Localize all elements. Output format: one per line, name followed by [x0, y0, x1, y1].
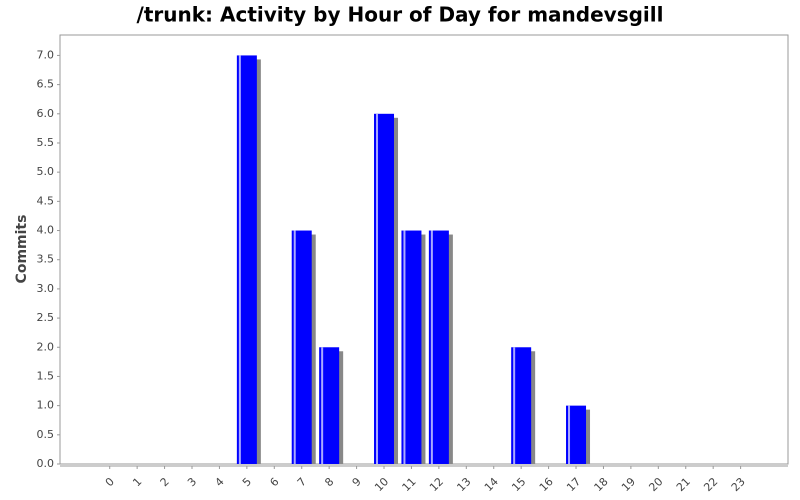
x-tick-label: 16: [537, 475, 556, 494]
y-tick-label: 4.0: [37, 224, 55, 237]
y-tick-label: 1.0: [37, 399, 55, 412]
x-tick-label: 22: [701, 475, 720, 494]
bar-highlight: [430, 230, 433, 464]
x-tick-label: 15: [509, 475, 528, 494]
bar-highlight: [321, 347, 324, 464]
bar-highlight: [403, 230, 406, 464]
bar: [374, 113, 395, 464]
x-tick-label: 7: [295, 475, 309, 489]
y-tick-label: 2.0: [37, 340, 55, 353]
y-tick-label: 3.5: [37, 253, 55, 266]
x-tick-label: 14: [482, 475, 501, 494]
x-tick-label: 12: [427, 475, 446, 494]
x-tick-label: 4: [213, 475, 227, 489]
y-tick-label: 2.5: [37, 311, 55, 324]
bar-highlight: [293, 230, 296, 464]
x-tick-label: 17: [564, 475, 583, 494]
y-tick-label: 5.0: [37, 165, 55, 178]
x-tick-label: 20: [646, 475, 665, 494]
x-tick-label: 18: [592, 475, 611, 494]
y-axis-label: Commits: [14, 215, 30, 284]
bar: [566, 405, 587, 464]
bar-highlight: [568, 405, 571, 464]
x-tick-label: 6: [267, 475, 281, 489]
y-tick-label: 3.0: [37, 282, 55, 295]
bar: [319, 347, 340, 464]
x-tick-label: 0: [103, 475, 117, 489]
x-tick-label: 8: [322, 475, 336, 489]
y-tick-label: 7.0: [37, 48, 55, 61]
x-tick-label: 21: [674, 475, 693, 494]
x-tick-label: 3: [185, 475, 199, 489]
y-tick-label: 6.5: [37, 78, 55, 91]
y-tick-label: 1.5: [37, 369, 55, 382]
y-tick-label: 0.5: [37, 428, 55, 441]
x-tick-label: 9: [350, 475, 364, 489]
chart-title: /trunk: Activity by Hour of Day for mand…: [137, 3, 664, 27]
bar: [511, 347, 532, 464]
x-tick-label: 10: [372, 475, 391, 494]
x-tick-label: 1: [130, 475, 144, 489]
bar-highlight: [513, 347, 516, 464]
bar-highlight: [238, 55, 241, 465]
bar: [428, 230, 449, 464]
x-tick-label: 5: [240, 475, 254, 489]
y-tick-label: 0.0: [37, 457, 55, 470]
x-tick-label: 23: [729, 475, 748, 494]
y-tick-label: 4.5: [37, 194, 55, 207]
bar: [401, 230, 422, 464]
bar: [236, 55, 257, 465]
x-tick-label: 19: [619, 475, 638, 494]
x-tick-label: 2: [158, 475, 172, 489]
x-tick-label: 11: [400, 475, 419, 494]
bar: [291, 230, 312, 464]
x-tick-label: 13: [454, 475, 473, 494]
y-tick-label: 6.0: [37, 107, 55, 120]
bar-highlight: [376, 113, 379, 464]
y-tick-label: 5.5: [37, 136, 55, 149]
